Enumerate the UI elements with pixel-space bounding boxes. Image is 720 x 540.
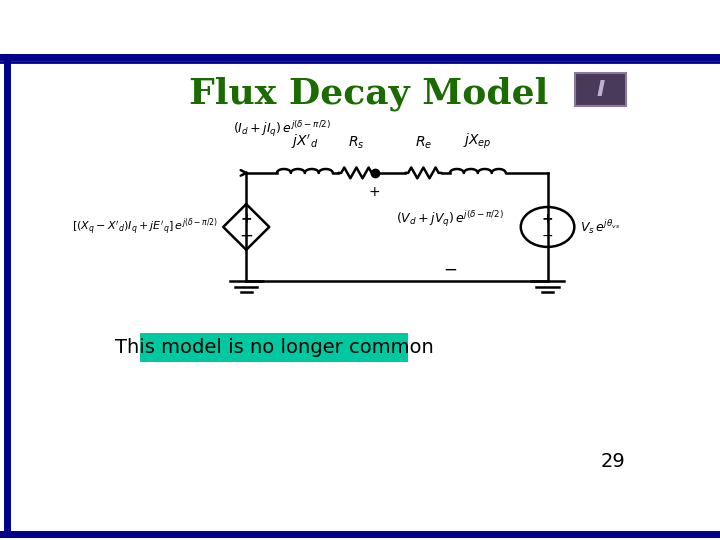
Text: Flux Decay Model: Flux Decay Model xyxy=(189,77,549,111)
Text: $jX_{ep}$: $jX_{ep}$ xyxy=(464,132,492,151)
Text: $R_e$: $R_e$ xyxy=(415,135,432,151)
Text: $R_s$: $R_s$ xyxy=(348,135,365,151)
FancyBboxPatch shape xyxy=(140,333,408,362)
Text: I: I xyxy=(596,80,605,100)
Text: −: − xyxy=(239,227,253,245)
Text: This model is no longer common: This model is no longer common xyxy=(114,338,433,357)
Text: +: + xyxy=(369,185,380,199)
Text: $jX'_d$: $jX'_d$ xyxy=(291,133,318,151)
Text: $-$: $-$ xyxy=(443,260,457,278)
Text: $V_s\,e^{j\theta_{vs}}$: $V_s\,e^{j\theta_{vs}}$ xyxy=(580,218,620,236)
Text: $(I_d + jI_q)\,e^{j(\delta-\pi/2)}$: $(I_d + jI_q)\,e^{j(\delta-\pi/2)}$ xyxy=(233,119,332,139)
Text: $(V_d + jV_q)\,e^{j(\delta-\pi/2)}$: $(V_d + jV_q)\,e^{j(\delta-\pi/2)}$ xyxy=(396,208,504,228)
FancyBboxPatch shape xyxy=(575,73,626,106)
Text: $[(X_q - X'_d)I_q + jE'_q]\,e^{j(\delta-\pi/2)}$: $[(X_q - X'_d)I_q + jE'_q]\,e^{j(\delta-… xyxy=(72,217,217,238)
Text: −: − xyxy=(541,229,554,243)
Text: 29: 29 xyxy=(601,453,626,471)
Text: +: + xyxy=(240,212,252,226)
Text: +: + xyxy=(541,212,554,226)
